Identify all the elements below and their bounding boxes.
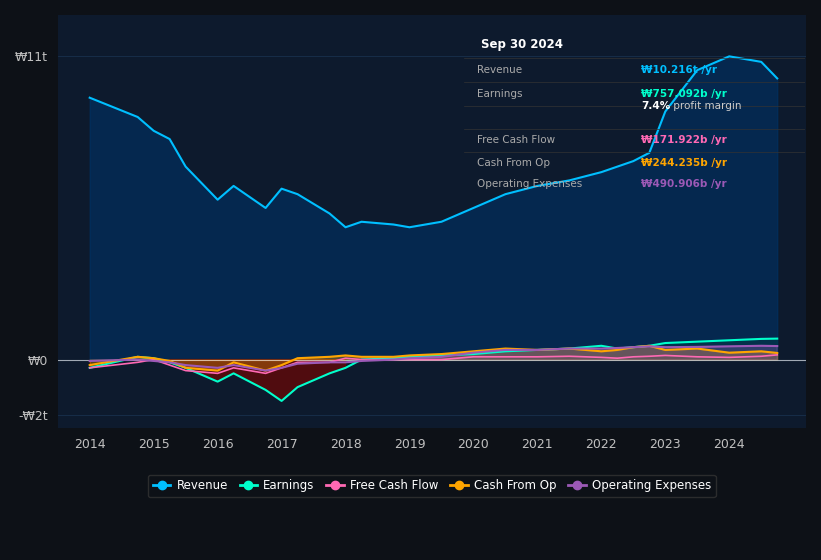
Text: ₩171.922b /yr: ₩171.922b /yr <box>641 136 727 146</box>
Text: profit margin: profit margin <box>670 101 741 111</box>
Text: ₩490.906b /yr: ₩490.906b /yr <box>641 179 727 189</box>
Text: Operating Expenses: Operating Expenses <box>478 179 583 189</box>
Text: ₩244.235b /yr: ₩244.235b /yr <box>641 158 727 167</box>
Text: Sep 30 2024: Sep 30 2024 <box>481 38 563 50</box>
Legend: Revenue, Earnings, Free Cash Flow, Cash From Op, Operating Expenses: Revenue, Earnings, Free Cash Flow, Cash … <box>148 474 716 497</box>
Text: ₩757.092b /yr: ₩757.092b /yr <box>641 89 727 99</box>
Text: 7.4%: 7.4% <box>641 101 670 111</box>
Text: Cash From Op: Cash From Op <box>478 158 551 167</box>
Text: Earnings: Earnings <box>478 89 523 99</box>
Text: Free Cash Flow: Free Cash Flow <box>478 136 556 146</box>
Text: Revenue: Revenue <box>478 66 523 75</box>
Text: ₩10.216t /yr: ₩10.216t /yr <box>641 66 717 75</box>
